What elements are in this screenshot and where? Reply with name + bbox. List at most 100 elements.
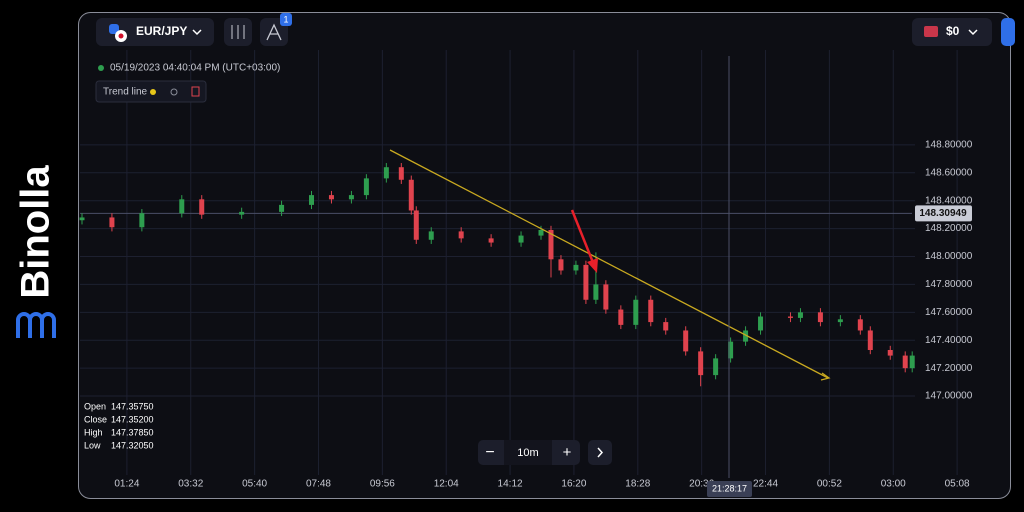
zoom-out[interactable]: − [485, 444, 494, 461]
badge [280, 13, 292, 26]
candle-body [728, 341, 734, 359]
x-tick-label: 20:36 [689, 479, 714, 490]
candle-body [348, 195, 354, 200]
badge-count: 1 [283, 14, 288, 24]
candle-body [797, 312, 803, 318]
timeframe: 10m [517, 447, 538, 459]
x-tick-label: 07:48 [306, 479, 331, 490]
x-tick-label: 01:24 [114, 479, 139, 490]
candle-body [199, 199, 205, 215]
candle-body [408, 179, 414, 211]
x-tick-label: 16:20 [561, 479, 586, 490]
candle-body [648, 299, 654, 323]
zoom-in[interactable]: + [563, 444, 572, 461]
y-tick-label: 147.20000 [925, 363, 973, 374]
brand-logo [16, 312, 56, 338]
y-tick-label: 147.60000 [925, 307, 973, 318]
y-tick-label: 148.00000 [925, 251, 973, 262]
price-tag [915, 205, 972, 222]
plot: 01:24 03:32 05:40 07:48 09:56 12:04 14:12 16:20… [79, 50, 973, 490]
next-button[interactable] [588, 440, 612, 465]
candle-body [573, 264, 579, 271]
candle-body [428, 231, 434, 240]
red-arrow-head [587, 258, 598, 273]
candle-body [239, 211, 245, 215]
candle-body [817, 312, 823, 323]
candle-body [713, 358, 719, 376]
candle-body [413, 210, 419, 240]
candle-body [328, 195, 334, 200]
tool-name: Trend line [103, 87, 148, 98]
candle-body [398, 167, 404, 180]
compass-icon [266, 23, 282, 41]
trend-line [389, 149, 829, 379]
candle-body [758, 316, 764, 331]
timestamp: 05/19/2023 04:40:04 PM (UTC+03:00) [110, 63, 280, 74]
balance-button[interactable] [912, 18, 992, 46]
timeframe-box[interactable] [504, 440, 552, 465]
x-tick-label: 00:52 [817, 479, 842, 490]
candle-body [663, 322, 669, 331]
candle-body [279, 204, 285, 212]
x-tick-label: 14:12 [498, 479, 523, 490]
candle-body [488, 238, 494, 243]
candle-body [837, 319, 843, 323]
ohlc-value: 147.35200 [111, 414, 154, 424]
flag-jp-dot [118, 33, 124, 39]
candle-body [383, 167, 389, 179]
ohlc-label: High [84, 427, 103, 437]
candle-body [603, 284, 609, 310]
x-tick-label: 05:40 [242, 479, 267, 490]
candle-body [79, 217, 85, 221]
trend-arrowhead [820, 372, 831, 381]
candle-body [698, 351, 704, 376]
candles-icon [231, 25, 245, 39]
flag-eu [109, 24, 119, 34]
chevron [192, 29, 202, 36]
y-tick-label: 148.20000 [925, 223, 973, 234]
y-tick-label: 147.40000 [925, 335, 973, 346]
candle-body [109, 217, 115, 228]
candle-body [558, 259, 564, 271]
balance: $0 [946, 24, 960, 38]
candle-body [743, 330, 749, 342]
tool-color [150, 89, 156, 95]
price-label: 148.30949 [919, 208, 967, 219]
panel [78, 12, 1011, 499]
candle-body [683, 330, 689, 352]
candle-body [583, 264, 589, 300]
y-tick-label: 147.80000 [925, 279, 973, 290]
next-icon [597, 447, 604, 458]
x-tick-label: 05:08 [945, 479, 970, 490]
status-dot [98, 65, 104, 71]
ohlc-value: 147.37850 [111, 427, 154, 437]
y-tick-label: 148.60000 [925, 167, 973, 178]
eye-icon[interactable] [170, 88, 178, 96]
candle-body [139, 213, 145, 228]
candle-body [618, 309, 624, 325]
side-tab[interactable] [1001, 18, 1015, 46]
x-tick-label: 18:28 [625, 479, 650, 490]
chevron [968, 29, 978, 36]
ohlc-label: Low [84, 440, 101, 450]
candle-body [633, 299, 639, 325]
candle-body [902, 355, 908, 369]
candle-body [538, 230, 544, 236]
trash-icon[interactable] [191, 86, 200, 97]
candle-body [548, 230, 554, 260]
ohlc-value: 147.32050 [111, 440, 154, 450]
ohlc-label: Open [84, 401, 106, 411]
candle-body [857, 319, 863, 331]
flag-us [924, 26, 938, 37]
ohlc-value: 147.35750 [111, 401, 154, 411]
candle-body [909, 355, 915, 369]
red-arrow [570, 209, 596, 266]
ohlc-info: Open 147.35750 Close 147.35200 High 147.37850… [84, 401, 154, 450]
candle-body [593, 284, 599, 300]
brand: Binolla [14, 165, 58, 299]
x-tick-label: 22:44 [753, 479, 778, 490]
x-tick-label: 03:00 [881, 479, 906, 490]
candle-body [887, 350, 893, 356]
x-tick-label: 03:32 [178, 479, 203, 490]
